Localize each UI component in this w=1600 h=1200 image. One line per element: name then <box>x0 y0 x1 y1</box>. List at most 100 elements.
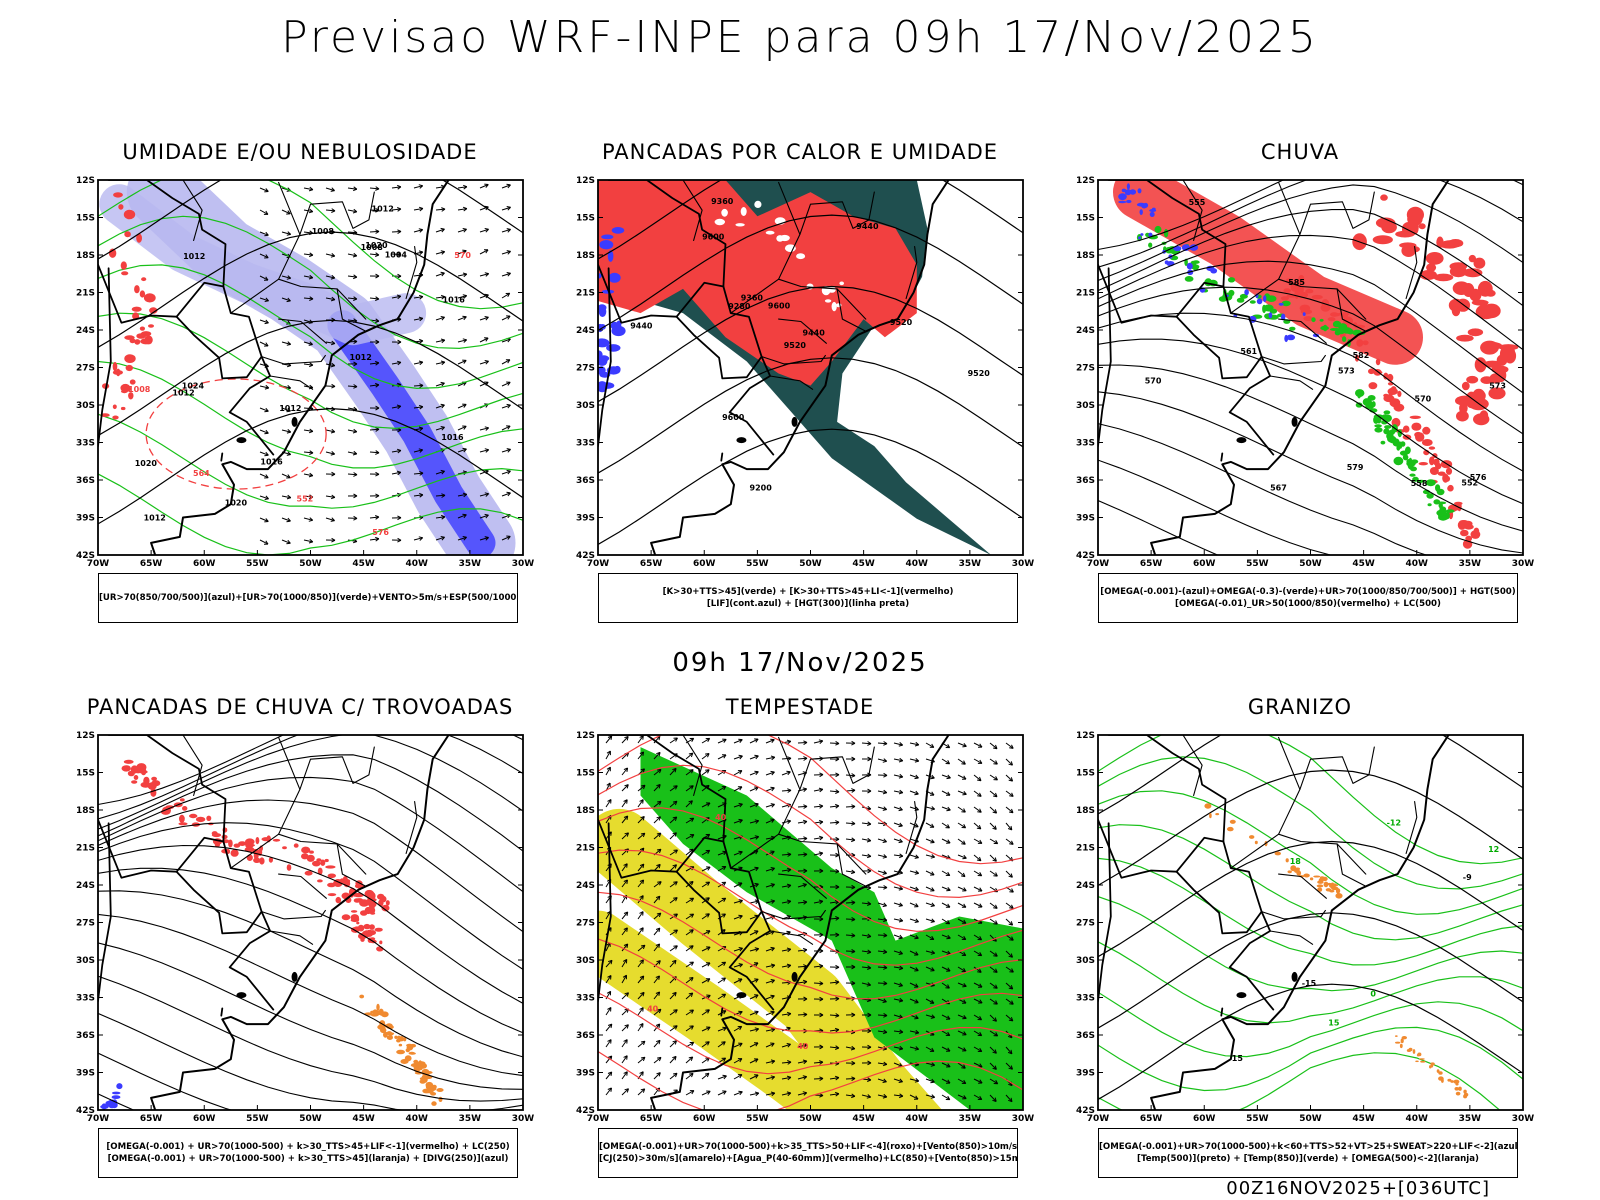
wind850-vector <box>941 950 951 955</box>
thickness-contour <box>143 293 156 303</box>
wind850-vector <box>765 787 775 792</box>
wind850-vector <box>914 870 920 875</box>
y-tick-label: 33S <box>576 439 595 449</box>
y-tick-label: 24S <box>576 326 595 336</box>
wind-vector <box>397 184 402 190</box>
wind850-vector <box>673 1009 678 1014</box>
wind-vector <box>462 536 467 541</box>
legend-box: [OMEGA(-0.001)+UR>70(1000-500)+k>35_TTS>… <box>598 1128 1018 1178</box>
omega500-field <box>1290 865 1297 872</box>
wind850-vector <box>883 965 888 970</box>
wind850-vector <box>803 868 808 874</box>
wind850-vector <box>653 927 661 936</box>
wind850-vector <box>689 1009 694 1014</box>
wind850-vector <box>899 1093 904 1099</box>
contour-label: 570 <box>1145 377 1162 386</box>
wind-vector <box>347 385 358 388</box>
wind-vector <box>259 517 269 522</box>
omega-weak-field <box>1124 189 1132 196</box>
wind-vector <box>418 360 424 366</box>
omega-rh-field <box>1435 462 1442 470</box>
contour-label: 570 <box>1415 395 1432 404</box>
y-tick-label: 36S <box>1076 1031 1095 1041</box>
y-tick-label: 30S <box>576 401 595 411</box>
wind-vector <box>457 208 467 211</box>
contour-label: 9440 <box>630 321 653 330</box>
omega-rh-field <box>1463 268 1483 278</box>
wind850-vector <box>992 1097 997 1102</box>
x-tick-label: 60W <box>693 1114 716 1124</box>
omega500-field <box>1295 867 1300 871</box>
wind850-vector <box>930 1014 936 1019</box>
wind850-vector <box>930 1062 936 1067</box>
wind850-vector <box>925 870 935 876</box>
streamline-250 <box>98 822 523 970</box>
wind850-vector <box>685 752 694 760</box>
omega-rh-field <box>1466 375 1479 384</box>
y-tick-label: 24S <box>76 881 95 891</box>
wind-vector <box>418 294 424 300</box>
omega500-field <box>1254 840 1258 845</box>
stable-gap <box>824 299 832 303</box>
wind850-vector <box>749 948 759 952</box>
wind850-vector <box>765 979 775 984</box>
wind850-vector <box>961 919 967 924</box>
wind850-vector <box>655 927 661 933</box>
pressure-contour <box>98 180 523 260</box>
wind-vector <box>462 315 467 321</box>
wind850-vector <box>786 819 792 824</box>
omega-strong-field <box>1406 459 1411 465</box>
streamline-250 <box>98 1012 523 1110</box>
wind-vector <box>479 514 489 519</box>
humidity-core-field <box>327 310 496 555</box>
thickness-contour <box>149 307 158 314</box>
wind850-vector <box>685 1073 694 1080</box>
omega-weak-field <box>1281 313 1286 321</box>
thunderstorm-field <box>211 833 222 838</box>
wind850-vector <box>877 950 887 953</box>
precip-water-contour <box>598 764 1023 899</box>
omega-weak-field <box>1137 188 1142 194</box>
x-tick-label: 45W <box>1352 1114 1375 1124</box>
wind850-vector <box>992 825 997 830</box>
wind-vector <box>369 538 379 541</box>
wind850-vector <box>657 1056 662 1062</box>
wind850-vector <box>962 1047 967 1052</box>
wind850-vector <box>914 951 919 956</box>
wind850-vector <box>882 1093 888 1099</box>
wind850-vector <box>738 754 743 760</box>
wind-vector <box>330 274 336 280</box>
state-border <box>269 375 314 390</box>
wind850-vector <box>637 799 644 808</box>
wind-vector <box>501 206 511 211</box>
state-border <box>836 843 867 887</box>
k-tts-field <box>388 1033 394 1036</box>
y-tick-label: 12S <box>76 176 95 186</box>
wind850-vector <box>819 916 824 922</box>
state-border <box>836 288 867 332</box>
wind-vector <box>353 361 358 367</box>
wind850-vector <box>930 871 935 876</box>
wind-vector <box>483 249 489 254</box>
wind-vector <box>369 362 379 365</box>
wind850-vector <box>851 933 856 938</box>
country-border <box>720 452 724 462</box>
wind850-vector <box>705 930 711 935</box>
wind-vector <box>391 405 401 409</box>
contour-label: -9 <box>1463 873 1472 882</box>
y-tick-label: 12S <box>1076 176 1095 186</box>
wind850-vector <box>637 751 644 760</box>
wind850-vector <box>653 1039 661 1048</box>
wind850-vector <box>749 1028 759 1032</box>
wind850-vector <box>829 1014 840 1017</box>
y-tick-label: 27S <box>1076 919 1095 929</box>
temp500-contour <box>1098 735 1523 815</box>
wind850-vector <box>962 1031 967 1036</box>
wind-vector <box>418 228 424 233</box>
wind850-vector <box>973 758 983 764</box>
run-label: 00Z16NOV2025+[036UTC] <box>1226 1178 1490 1199</box>
thunderstorm-field <box>360 937 365 942</box>
wind850-vector <box>867 1012 872 1018</box>
wind850-vector <box>705 833 711 839</box>
wind850-vector <box>1008 1065 1013 1070</box>
